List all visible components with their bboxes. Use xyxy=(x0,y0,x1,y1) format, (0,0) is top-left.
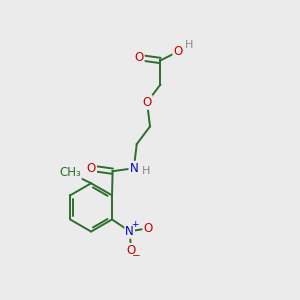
Text: O: O xyxy=(134,51,144,64)
Text: H: H xyxy=(185,40,194,50)
Text: O: O xyxy=(127,244,136,257)
Text: −: − xyxy=(132,251,141,261)
Text: O: O xyxy=(173,45,183,58)
Text: O: O xyxy=(143,222,153,235)
Text: +: + xyxy=(131,220,139,229)
Text: CH₃: CH₃ xyxy=(59,167,81,179)
Text: N: N xyxy=(125,225,134,238)
Text: O: O xyxy=(142,96,152,109)
Text: H: H xyxy=(141,166,150,176)
Text: N: N xyxy=(129,162,138,175)
Text: O: O xyxy=(87,162,96,175)
